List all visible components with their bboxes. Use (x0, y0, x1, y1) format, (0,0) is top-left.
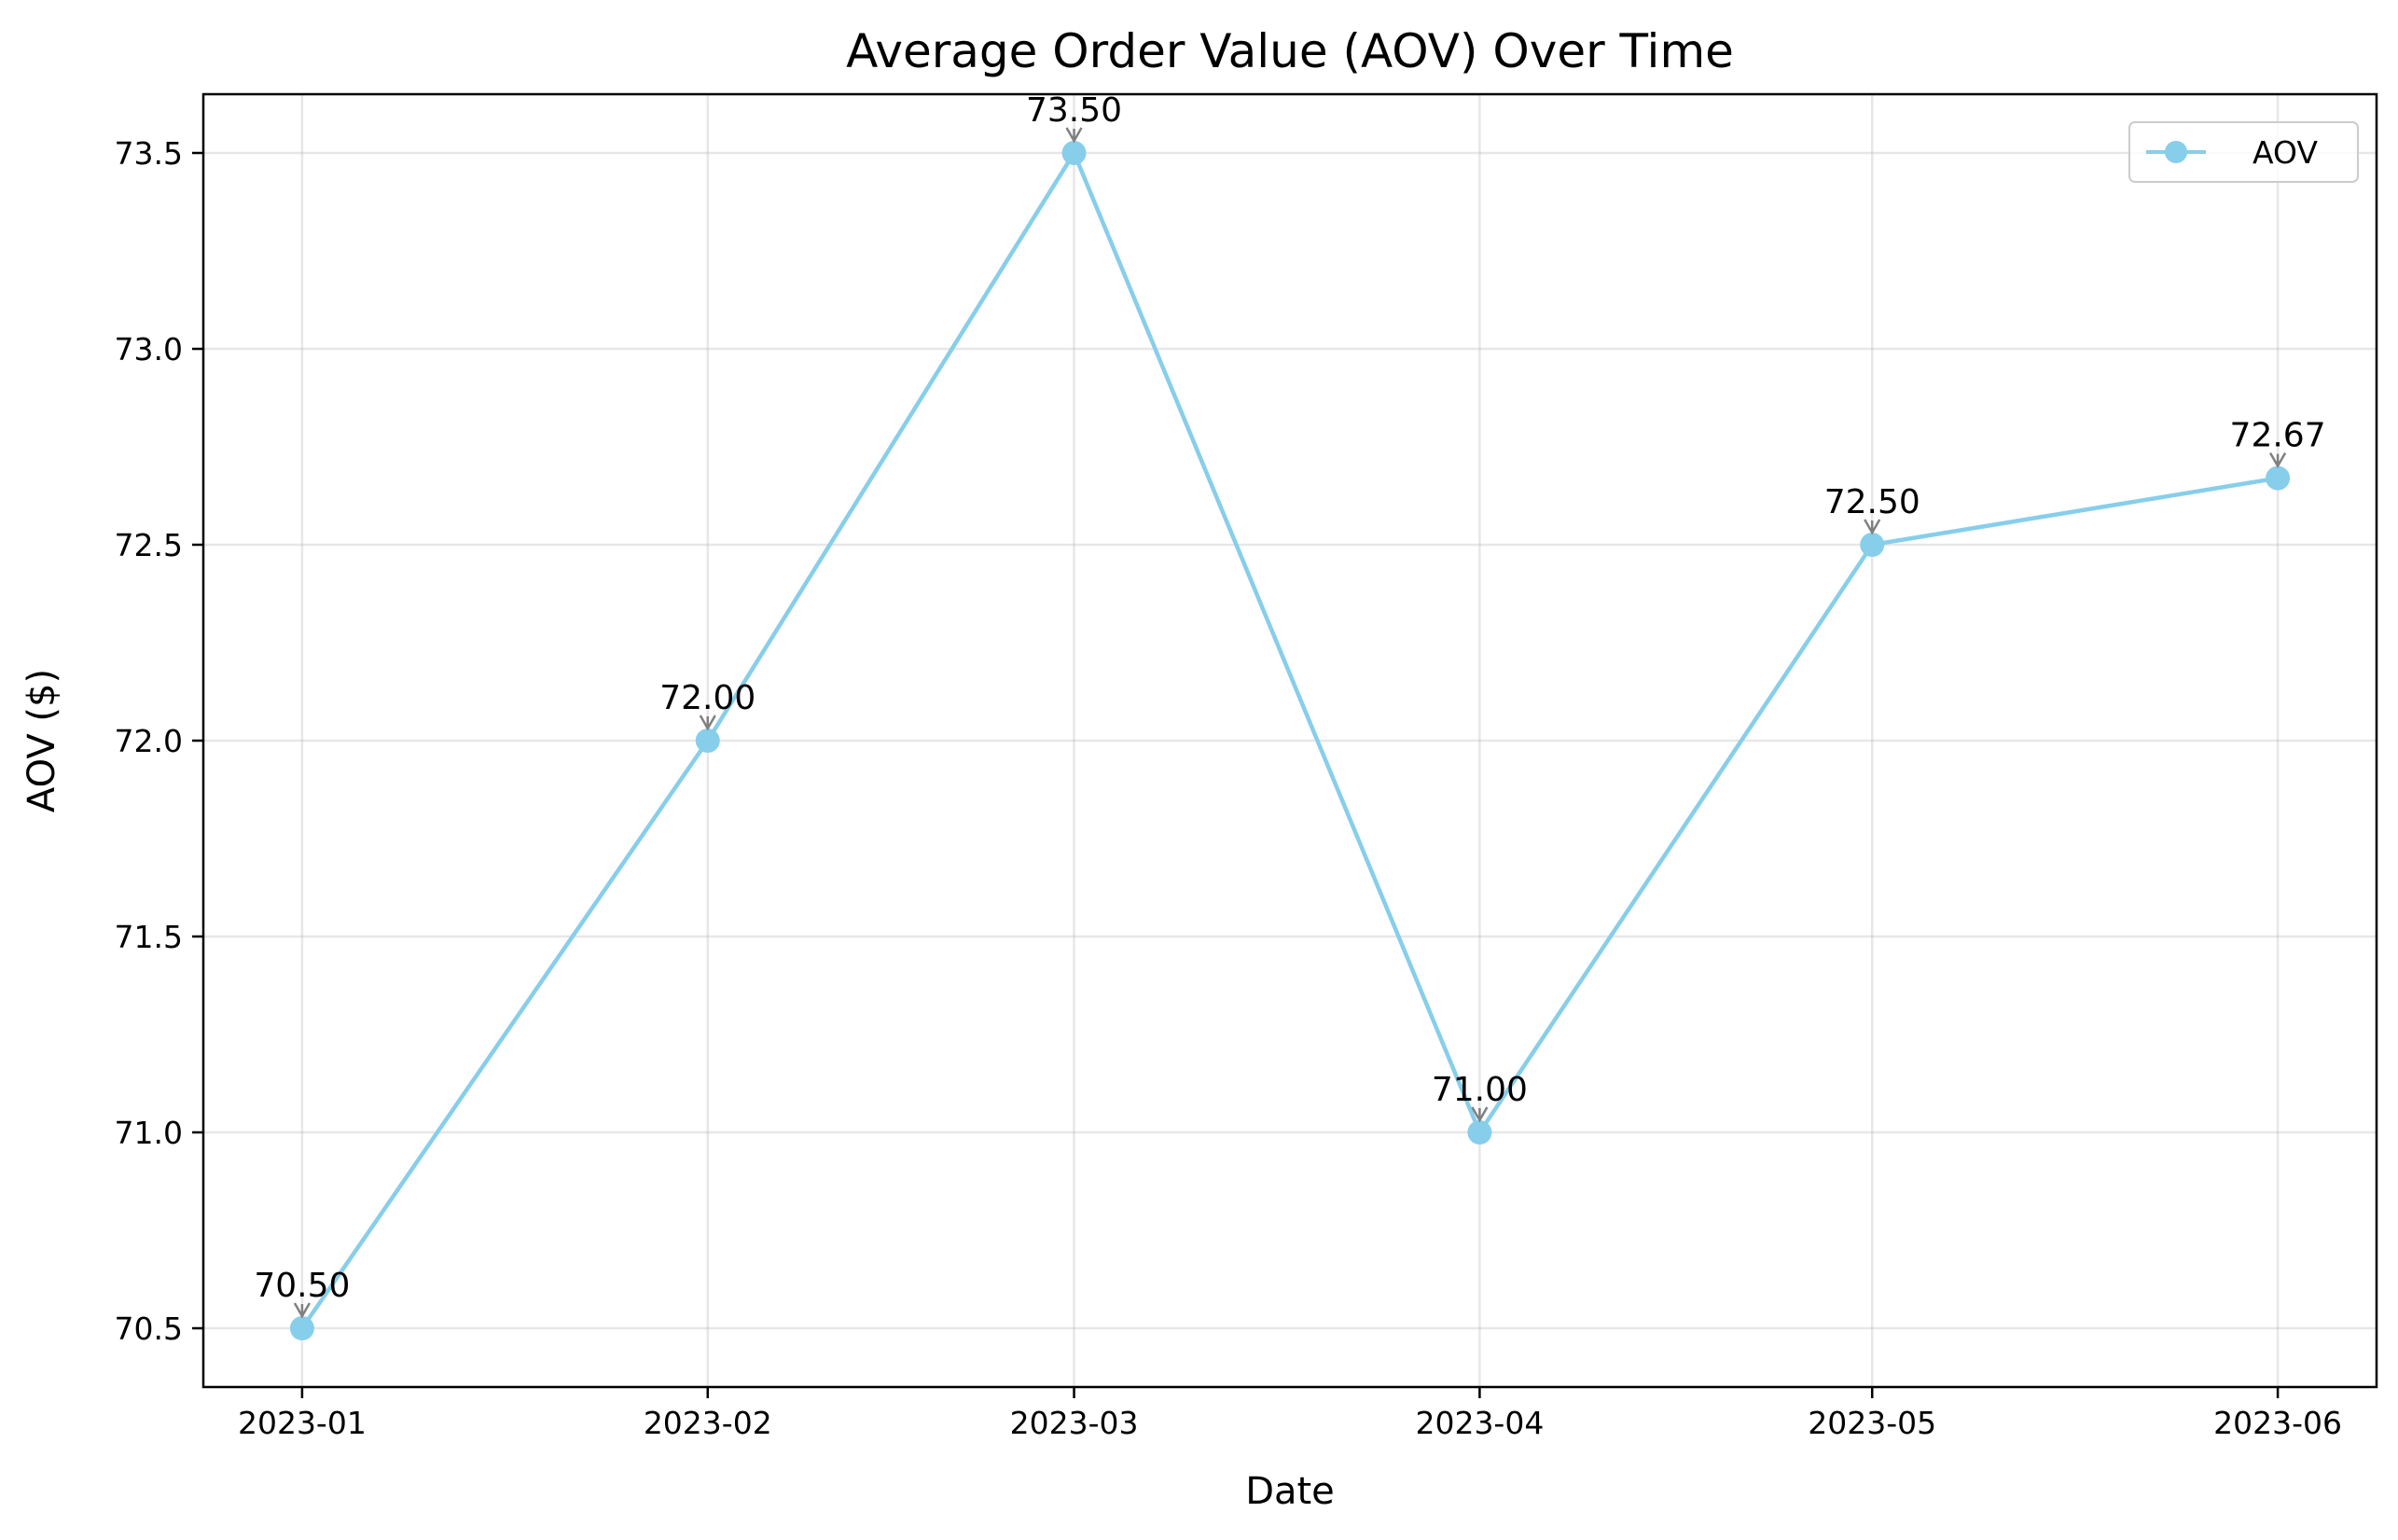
axis-ticks: 70.5 71.0 71.5 72.0 72.5 73.0 73.5 2023-01 2023-… (115, 135, 2343, 1441)
y-tick-label: 72.5 (115, 527, 183, 563)
data-point (1061, 141, 1087, 165)
data-label: 73.50 (1026, 91, 1122, 130)
y-tick-label: 73.0 (115, 331, 183, 368)
annotations: 70.50 72.00 73.50 71.00 72.50 72.67 (254, 91, 2326, 1319)
y-tick-label: 72.0 (115, 723, 183, 759)
annotation-arrow (293, 1302, 311, 1319)
x-tick-label: 2023-02 (644, 1405, 772, 1441)
annotation-arrow (1065, 127, 1083, 144)
series-layer (289, 141, 2291, 1340)
legend: AOV (2128, 121, 2359, 183)
chart-title: Average Order Value (AOV) Over Time (846, 24, 1734, 78)
data-label: 71.00 (1432, 1071, 1528, 1109)
x-tick-label: 2023-03 (1010, 1405, 1139, 1441)
data-point (289, 1316, 314, 1340)
legend-label: AOV (2252, 134, 2318, 171)
data-point (1467, 1120, 1492, 1145)
x-axis-label: Date (1245, 1470, 1335, 1513)
y-tick-label: 70.5 (115, 1311, 183, 1347)
data-point (2266, 465, 2291, 491)
data-point (695, 728, 720, 753)
x-tick-label: 2023-05 (1808, 1405, 1936, 1441)
data-label: 72.00 (659, 679, 755, 717)
annotation-arrow (1471, 1106, 1489, 1123)
annotation-arrow (1864, 519, 1881, 535)
x-tick-label: 2023-01 (238, 1405, 367, 1441)
data-point (1860, 533, 1885, 557)
data-label: 72.67 (2230, 417, 2326, 455)
series-line (300, 150, 2279, 1330)
grid-lines (203, 94, 2377, 1387)
legend-marker-swatch (2165, 141, 2187, 163)
annotation-arrow (2269, 451, 2287, 469)
y-tick-label: 73.5 (115, 135, 183, 172)
y-tick-label: 71.0 (115, 1115, 183, 1151)
data-label: 72.50 (1824, 483, 1920, 521)
legend-box (2128, 121, 2359, 183)
data-label: 70.50 (254, 1267, 350, 1305)
x-tick-label: 2023-04 (1415, 1405, 1544, 1441)
x-tick-label: 2023-06 (2213, 1405, 2342, 1441)
y-tick-label: 71.5 (115, 919, 183, 955)
y-axis-label: AOV ($) (21, 669, 63, 812)
annotation-arrow (699, 715, 716, 731)
